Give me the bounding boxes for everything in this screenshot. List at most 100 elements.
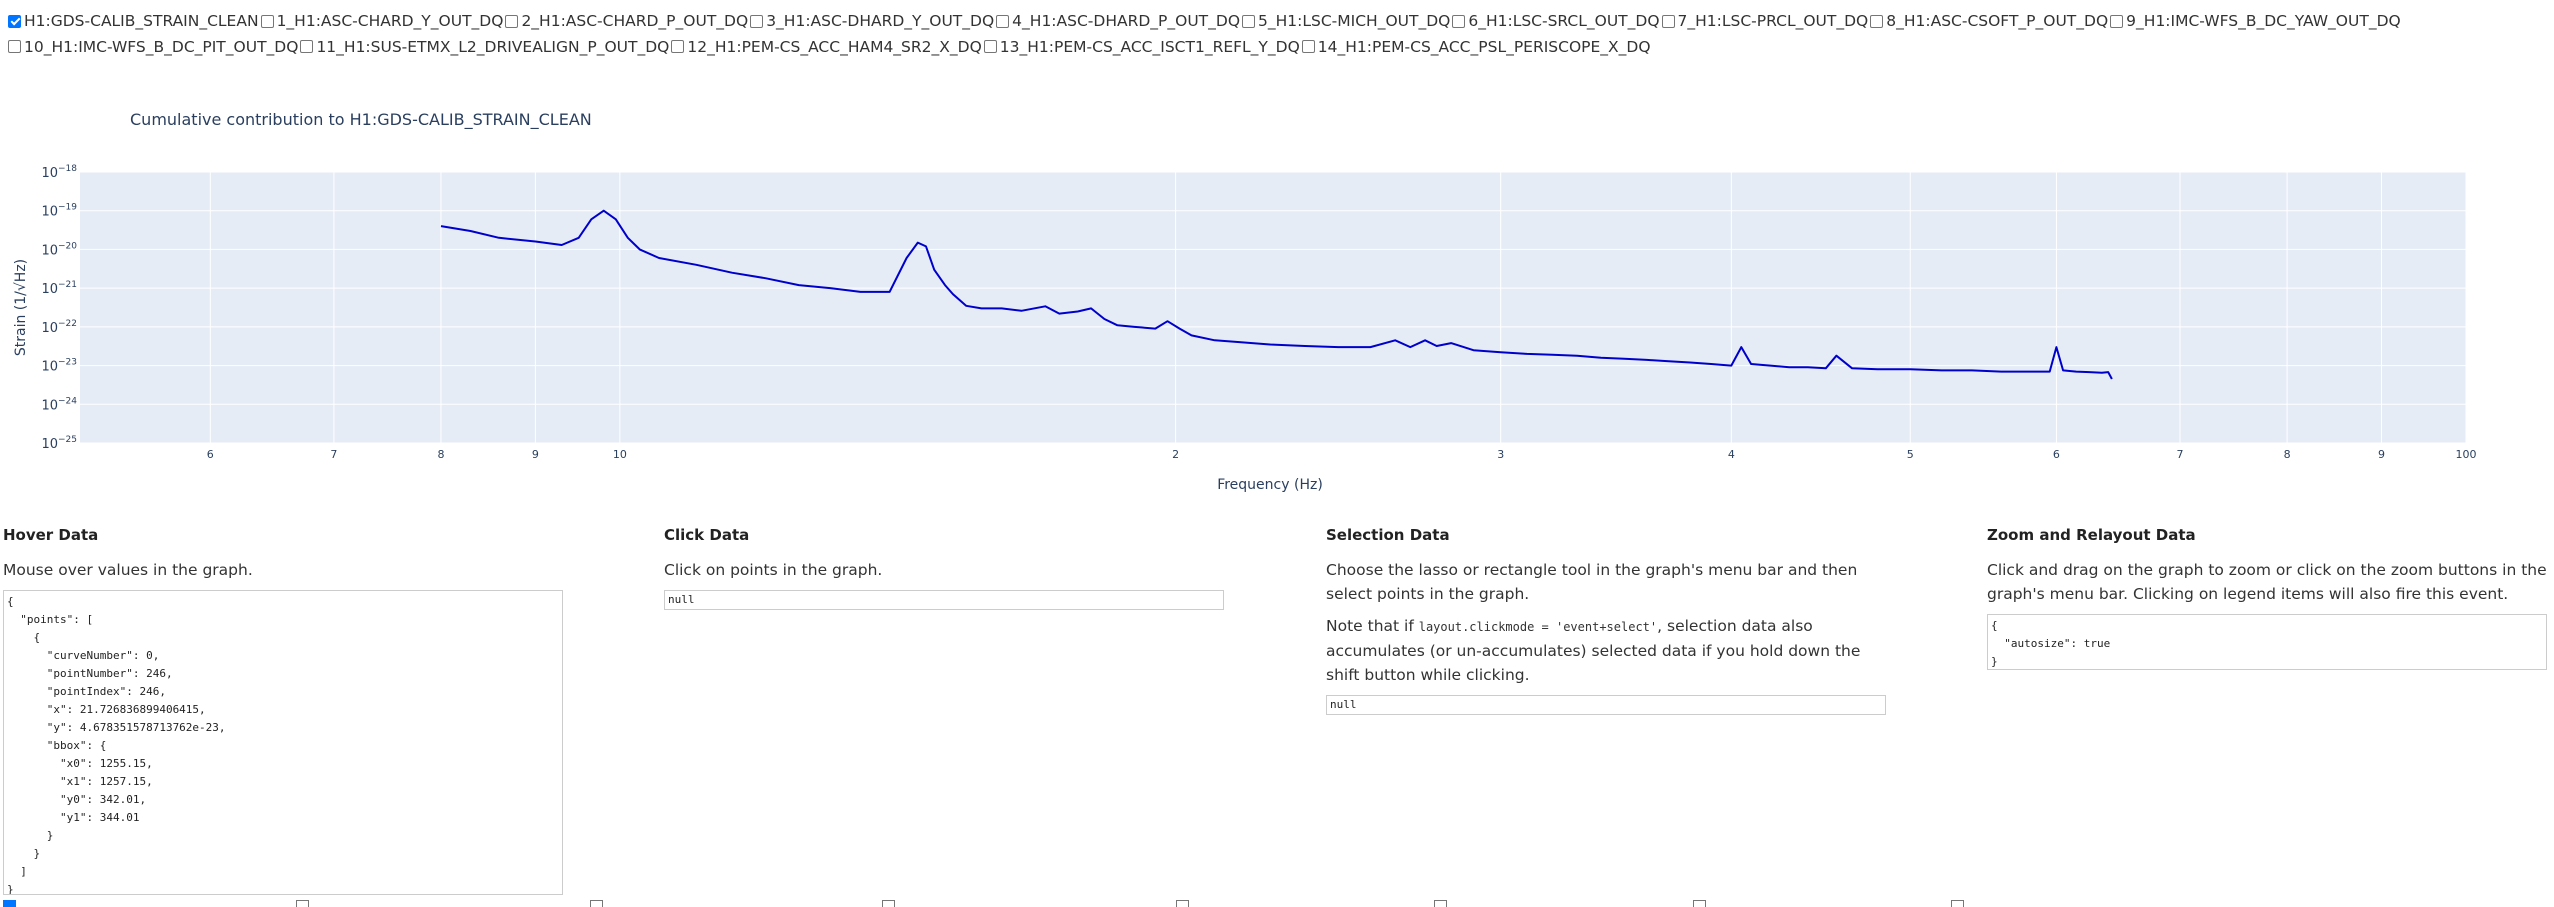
bottom-checkbox[interactable]: [1951, 900, 1964, 907]
channel-checkbox-item[interactable]: 10_H1:IMC-WFS_B_DC_PIT_OUT_DQ: [8, 35, 298, 59]
chart-title: Cumulative contribution to H1:GDS-CALIB_…: [130, 110, 592, 130]
x-tick-label: 7: [2177, 448, 2184, 461]
checkbox[interactable]: [300, 40, 314, 53]
y-tick-label: 10−20: [41, 241, 77, 258]
click-data-json: null: [664, 590, 1224, 610]
checkbox[interactable]: [1242, 14, 1256, 28]
x-tick-label: 8: [437, 448, 444, 461]
y-axis-label: Strain (1/√Hz): [13, 259, 29, 356]
click-data-title: Click Data: [664, 526, 750, 544]
bottom-checkbox[interactable]: [296, 900, 309, 907]
x-tick-label: 9: [2378, 448, 2385, 461]
channel-checkbox-item[interactable]: 5_H1:LSC-MICH_OUT_DQ: [1242, 9, 1450, 33]
x-axis-label: Frequency (Hz): [1217, 477, 1323, 493]
checkbox[interactable]: [2110, 14, 2124, 28]
channel-checkbox-item[interactable]: 9_H1:IMC-WFS_B_DC_YAW_OUT_DQ: [2110, 9, 2401, 33]
channel-checkbox-item[interactable]: 11_H1:SUS-ETMX_L2_DRIVEALIGN_P_OUT_DQ: [300, 35, 669, 59]
channel-label: 4_H1:ASC-DHARD_P_OUT_DQ: [1012, 12, 1241, 30]
x-tick-label: 9: [532, 448, 539, 461]
x-tick-label: 6: [207, 448, 214, 461]
cumulative-contribution-graph[interactable]: Cumulative contribution to H1:GDS-CALIB_…: [0, 80, 2554, 500]
x-tick-label: 8: [2284, 448, 2291, 461]
y-tick-label: 10−21: [41, 280, 77, 297]
x-tick-label: 2: [1172, 448, 1179, 461]
hover-data-panel: Hover Data Mouse over values in the grap…: [3, 526, 563, 895]
channel-label: 3_H1:ASC-DHARD_Y_OUT_DQ: [766, 12, 995, 30]
channel-checkbox-item[interactable]: 8_H1:ASC-CSOFT_P_OUT_DQ: [1870, 9, 2108, 33]
strain-series-line: [440, 209, 2113, 380]
y-tick-label: 10−24: [41, 396, 77, 413]
channel-label: 2_H1:ASC-CHARD_P_OUT_DQ: [521, 12, 749, 30]
channel-label: 7_H1:LSC-PRCL_OUT_DQ: [1677, 12, 1869, 30]
x-tick-label: 4: [1728, 448, 1735, 461]
channel-checkbox-item[interactable]: 2_H1:ASC-CHARD_P_OUT_DQ: [505, 9, 748, 33]
selection-data-panel: Selection Data Choose the lasso or recta…: [1326, 526, 1886, 715]
selection-data-title: Selection Data: [1326, 526, 1450, 544]
checkbox[interactable]: [260, 14, 274, 28]
bottom-checkbox[interactable]: [1434, 900, 1447, 907]
channel-checkbox-item[interactable]: 13_H1:PEM-CS_ACC_ISCT1_REFL_Y_DQ: [983, 35, 1300, 59]
channel-label: 11_H1:SUS-ETMX_L2_DRIVEALIGN_P_OUT_DQ: [316, 37, 670, 56]
channel-checkbox-item[interactable]: 14_H1:PEM-CS_ACC_PSL_PERISCOPE_X_DQ: [1301, 35, 1651, 59]
bottom-controls-strip: [0, 900, 2554, 907]
channel-label: 8_H1:ASC-CSOFT_P_OUT_DQ: [1886, 12, 2109, 30]
channel-checklist: H1:GDS-CALIB_STRAIN_CLEAN 1_H1:ASC-CHARD_…: [8, 9, 2548, 60]
bottom-checkbox[interactable]: [882, 900, 895, 907]
zoom-data-title: Zoom and Relayout Data: [1987, 526, 2196, 544]
channel-label: 10_H1:IMC-WFS_B_DC_PIT_OUT_DQ: [24, 37, 299, 56]
checkbox[interactable]: [671, 40, 685, 53]
channel-label: H1:GDS-CALIB_STRAIN_CLEAN: [24, 12, 259, 30]
channel-checkbox-item[interactable]: 4_H1:ASC-DHARD_P_OUT_DQ: [996, 9, 1240, 33]
channel-label: 12_H1:PEM-CS_ACC_HAM4_SR2_X_DQ: [687, 37, 982, 56]
selection-data-description: Choose the lasso or rectangle tool in th…: [1326, 561, 1858, 603]
channel-checkbox-item[interactable]: 1_H1:ASC-CHARD_Y_OUT_DQ: [260, 9, 504, 33]
bottom-checkbox[interactable]: [590, 900, 603, 907]
x-tick-label: 3: [1497, 448, 1504, 461]
channel-checkbox-item[interactable]: 12_H1:PEM-CS_ACC_HAM4_SR2_X_DQ: [671, 35, 982, 59]
x-tick-label: 6: [2053, 448, 2060, 461]
channel-label: 14_H1:PEM-CS_ACC_PSL_PERISCOPE_X_DQ: [1317, 37, 1651, 56]
chart-svg[interactable]: Cumulative contribution to H1:GDS-CALIB_…: [0, 80, 2554, 500]
zoom-data-description: Click and drag on the graph to zoom or c…: [1987, 561, 2547, 603]
checkbox[interactable]: [1452, 14, 1466, 28]
channel-checkbox-item[interactable]: 3_H1:ASC-DHARD_Y_OUT_DQ: [750, 9, 994, 33]
hover-data-title: Hover Data: [3, 526, 99, 544]
checkbox[interactable]: [1661, 14, 1675, 28]
bottom-checkbox[interactable]: [1176, 900, 1189, 907]
click-data-panel: Click Data Click on points in the graph.…: [664, 526, 1224, 610]
checkbox[interactable]: [8, 14, 21, 28]
bottom-checkbox[interactable]: [1693, 900, 1706, 907]
channel-checkbox-item[interactable]: 6_H1:LSC-SRCL_OUT_DQ: [1452, 9, 1660, 33]
x-tick-label: 10: [613, 448, 627, 461]
click-data-description: Click on points in the graph.: [664, 561, 883, 579]
y-tick-label: 10−18: [41, 164, 77, 181]
x-tick-label: 5: [1907, 448, 1914, 461]
checkbox[interactable]: [505, 14, 519, 28]
bottom-checkbox[interactable]: [3, 900, 16, 907]
channel-label: 13_H1:PEM-CS_ACC_ISCT1_REFL_Y_DQ: [999, 37, 1300, 56]
y-tick-label: 10−23: [41, 358, 77, 375]
hover-data-description: Mouse over values in the graph.: [3, 561, 253, 579]
zoom-data-json: { "autosize": true }: [1987, 614, 2547, 670]
checkbox[interactable]: [983, 40, 997, 53]
checkbox[interactable]: [750, 14, 764, 28]
channel-label: 6_H1:LSC-SRCL_OUT_DQ: [1468, 12, 1660, 30]
x-tick-label: 100: [2456, 448, 2477, 461]
clickmode-code: layout.clickmode = 'event+select': [1418, 620, 1658, 634]
zoom-data-panel: Zoom and Relayout Data Click and drag on…: [1987, 526, 2547, 670]
channel-label: 5_H1:LSC-MICH_OUT_DQ: [1258, 12, 1451, 30]
channel-label: 1_H1:ASC-CHARD_Y_OUT_DQ: [276, 12, 504, 30]
checkbox[interactable]: [1870, 14, 1884, 28]
selection-note-suffix: , selection data also accumulates (or un…: [1326, 617, 1861, 684]
channel-label: 9_H1:IMC-WFS_B_DC_YAW_OUT_DQ: [2126, 12, 2401, 30]
checkbox[interactable]: [996, 14, 1010, 28]
checkbox[interactable]: [1301, 40, 1315, 53]
checkbox[interactable]: [8, 40, 21, 53]
selection-data-note: Note that if layout.clickmode = 'event+s…: [1326, 614, 1886, 687]
plot-background: [80, 172, 2466, 443]
selection-data-json: null: [1326, 695, 1886, 715]
hover-data-json: { "points": [ { "curveNumber": 0, "point…: [3, 590, 563, 895]
channel-checkbox-item[interactable]: H1:GDS-CALIB_STRAIN_CLEAN: [8, 9, 259, 33]
channel-checkbox-item[interactable]: 7_H1:LSC-PRCL_OUT_DQ: [1661, 9, 1869, 33]
y-tick-label: 10−22: [41, 319, 77, 336]
